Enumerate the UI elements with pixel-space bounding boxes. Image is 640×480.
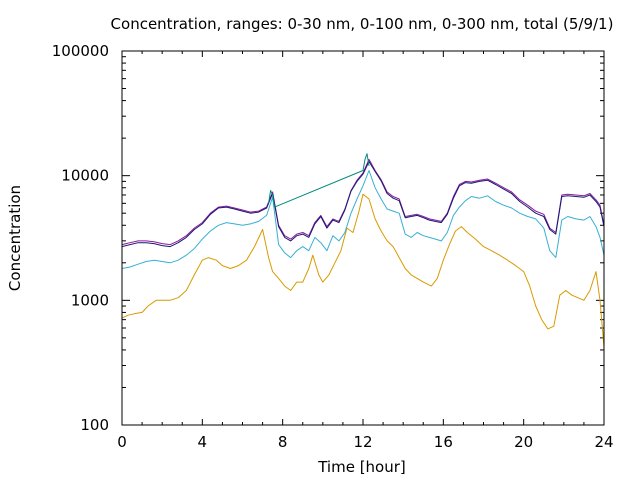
x-tick-label: 8	[278, 433, 288, 451]
x-tick-label: 12	[353, 433, 372, 451]
x-tick-label: 24	[594, 433, 613, 451]
y-tick-label: 1000	[71, 291, 109, 309]
chart-title: Concentration, ranges: 0-30 nm, 0-100 nm…	[111, 15, 614, 33]
x-axis-label: Time [hour]	[317, 458, 406, 476]
series-line-1	[121, 193, 605, 348]
x-tick-label: 4	[198, 433, 208, 451]
series-line-3	[121, 158, 605, 246]
series-line-5	[268, 153, 370, 208]
series-line-2	[121, 170, 605, 269]
y-tick-label: 10000	[61, 167, 109, 185]
series-line-4	[121, 161, 605, 248]
axis-tick-labels: 0 4 8 12 16 20 24 100 1000 10000 100000	[52, 42, 614, 451]
x-tick-label: 16	[434, 433, 453, 451]
x-tick-label: 0	[117, 433, 127, 451]
y-tick-label: 100000	[52, 42, 109, 60]
data-series	[121, 153, 605, 348]
plot-frame	[121, 50, 605, 426]
y-axis-label: Concentration	[6, 185, 24, 291]
x-tick-label: 20	[514, 433, 533, 451]
y-tick-label: 100	[80, 416, 109, 434]
